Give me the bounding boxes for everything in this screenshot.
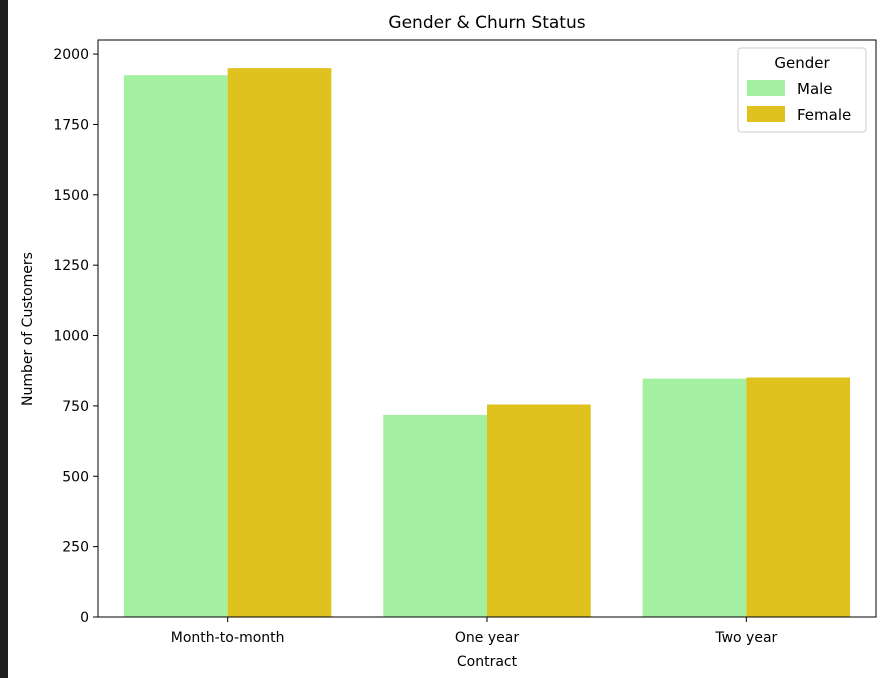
y-axis-label: Number of Customers	[20, 252, 36, 406]
bar-male-0	[123, 75, 228, 618]
x-tick-label: Month-to-month	[171, 630, 285, 646]
window-edge	[0, 0, 8, 678]
bar-male-2	[642, 378, 747, 617]
legend-items: Male Female	[747, 80, 851, 124]
y-tick-label: 1500	[53, 188, 89, 204]
legend-title: Gender	[774, 54, 830, 72]
y-axis: 0 250 500 750 1000 1250 1500 1750 2000	[53, 47, 98, 626]
plot-frame	[97, 39, 877, 618]
x-axis: Month-to-month One year Two year	[171, 617, 778, 646]
bars-group	[123, 68, 851, 618]
bar-female-0	[227, 68, 332, 617]
x-axis-label: Contract	[457, 654, 518, 670]
bar-female-2	[746, 377, 851, 617]
legend: Gender Male Female	[737, 47, 867, 133]
y-tick-label: 1750	[53, 117, 89, 133]
legend-swatch-male	[747, 80, 785, 96]
x-tick-label: One year	[455, 630, 519, 646]
y-tick-label: 0	[80, 610, 89, 626]
y-tick-label: 750	[62, 399, 89, 415]
chart-title: Gender & Churn Status	[388, 13, 585, 33]
y-tick-label: 1000	[53, 329, 89, 345]
y-tick-label: 500	[62, 469, 89, 485]
legend-label-male: Male	[797, 80, 833, 98]
y-tick-label: 2000	[53, 47, 89, 63]
legend-swatch-female	[747, 106, 785, 122]
bar-male-1	[383, 414, 487, 617]
y-tick-label: 250	[62, 540, 89, 556]
bar-female-1	[487, 404, 591, 617]
legend-label-female: Female	[797, 106, 851, 124]
x-tick-label: Two year	[714, 630, 777, 646]
y-tick-label: 1250	[53, 258, 89, 274]
